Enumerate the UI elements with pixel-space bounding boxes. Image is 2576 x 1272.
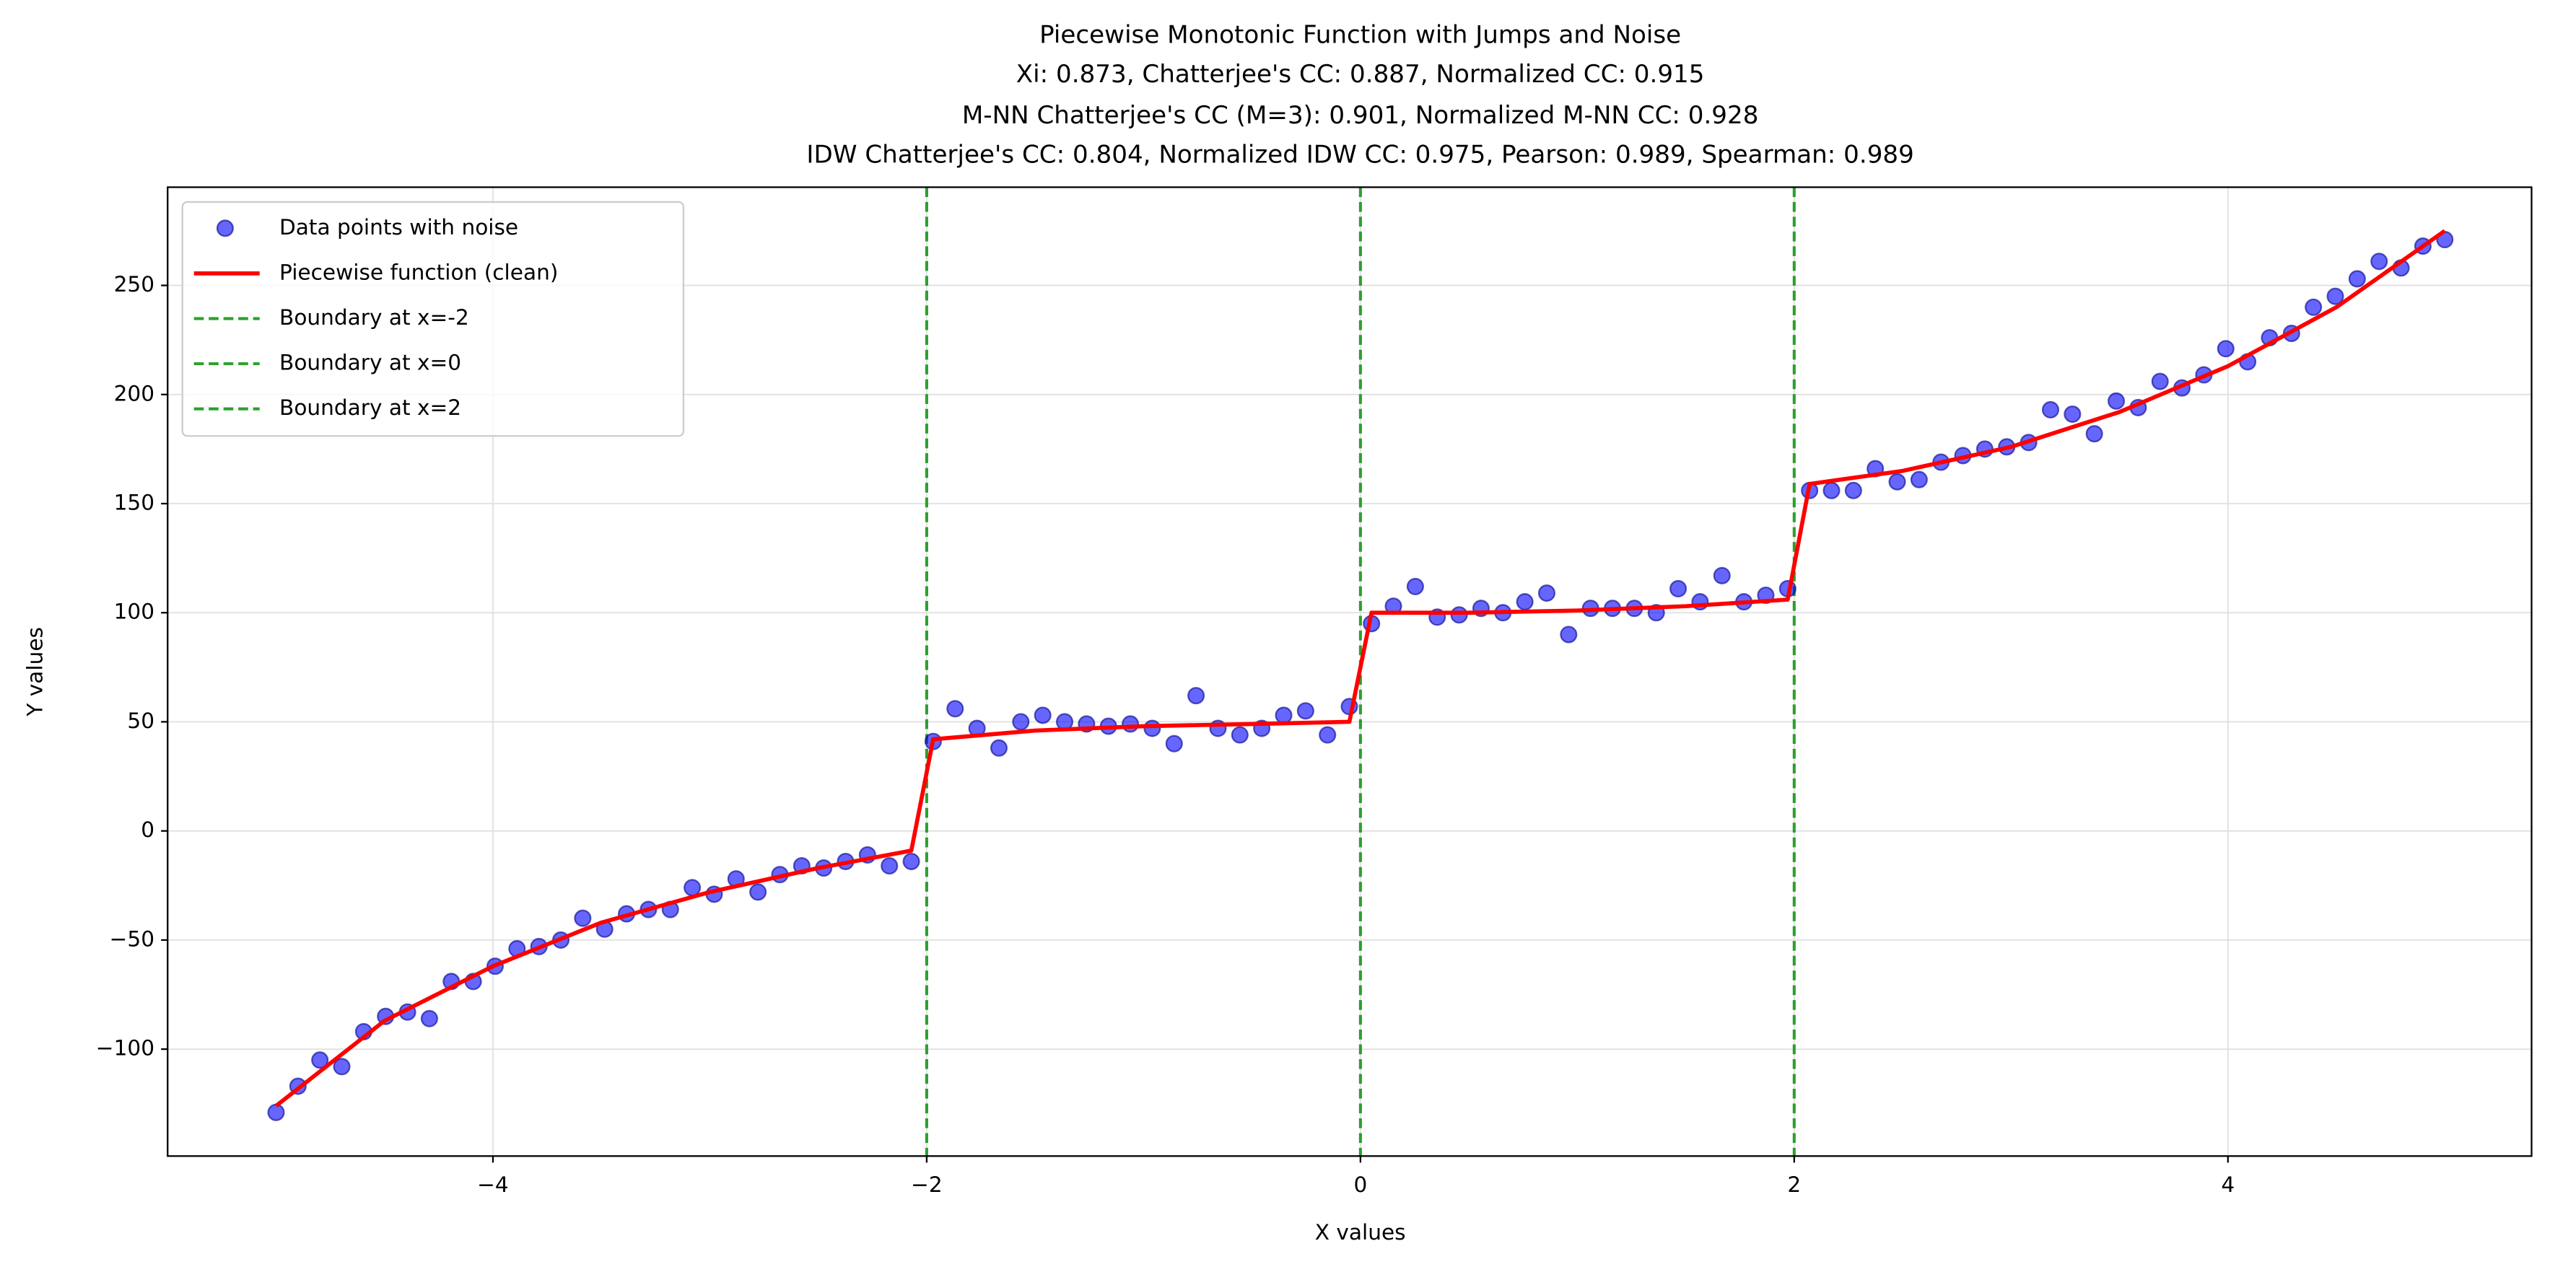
- legend-label: Data points with noise: [279, 215, 518, 240]
- data-point: [2370, 253, 2388, 271]
- data-point: [1669, 579, 1688, 598]
- y-tick-label: 200: [114, 381, 154, 405]
- y-axis-label: Y values: [23, 627, 48, 717]
- data-point: [2064, 405, 2082, 424]
- data-point: [1516, 593, 1534, 611]
- data-point: [902, 852, 920, 871]
- data-point: [1012, 713, 1030, 731]
- chart-title: Piecewise Monotonic Function with Jumps …: [1039, 21, 1681, 50]
- y-tick-label: −50: [110, 926, 154, 951]
- axes-frame: [167, 186, 2533, 1157]
- data-point: [1187, 687, 1205, 705]
- data-point: [2348, 270, 2366, 288]
- data-point: [1296, 702, 1314, 720]
- legend-label: Boundary at x=-2: [279, 305, 469, 330]
- plot-area: [267, 187, 2454, 1157]
- x-tick-label: 2: [1787, 1172, 1801, 1197]
- data-point: [1275, 706, 1293, 724]
- data-point: [2326, 287, 2344, 305]
- x-tick-label: −4: [477, 1172, 509, 1197]
- y-tick-label: −100: [96, 1036, 154, 1061]
- data-point: [684, 879, 702, 897]
- y-tick-label: 150: [114, 491, 154, 515]
- data-point: [2151, 372, 2169, 390]
- data-point: [267, 1103, 285, 1121]
- data-point: [420, 1009, 438, 1027]
- data-point: [311, 1051, 329, 1069]
- data-point: [1122, 715, 1140, 733]
- x-tick-label: −2: [911, 1172, 943, 1197]
- data-point: [2217, 340, 2235, 358]
- x-axis-label: X values: [1315, 1220, 1406, 1245]
- data-point: [946, 700, 964, 718]
- legend-box: [181, 201, 685, 437]
- data-point: [1165, 734, 1183, 753]
- legend-label: Boundary at x=2: [279, 395, 461, 420]
- legend: Data points with noise Piecewise function…: [181, 201, 685, 437]
- chart-subtitle: M-NN Chatterjee's CC (M=3): 0.901, Norma…: [962, 101, 1759, 130]
- data-point: [2085, 425, 2103, 443]
- data-point: [1560, 626, 1578, 644]
- data-point: [749, 883, 767, 901]
- data-point: [1888, 473, 1906, 491]
- data-point: [881, 857, 899, 875]
- data-point: [1537, 584, 1556, 602]
- legend-label: Boundary at x=0: [279, 351, 461, 375]
- chart-subtitle: Xi: 0.873, Chatterjee's CC: 0.887, Norma…: [1016, 60, 1705, 89]
- data-point: [1822, 481, 1841, 499]
- x-tick-label: 0: [1353, 1172, 1367, 1197]
- data-point: [574, 909, 592, 927]
- y-tick-label: 250: [114, 272, 154, 297]
- x-tick-label: 4: [2221, 1172, 2235, 1197]
- y-tick-label: 0: [141, 817, 154, 842]
- data-point: [1319, 726, 1337, 744]
- data-point: [990, 739, 1008, 757]
- line-series: [274, 229, 2446, 1107]
- ticks: −4 −2 0 2 4 −100 −50 0 50 100 150 200 250: [96, 272, 2235, 1197]
- legend-marker: [216, 219, 234, 237]
- data-point: [1910, 470, 1928, 488]
- data-point: [1844, 481, 1862, 499]
- data-point: [1406, 577, 1424, 595]
- data-point: [1231, 726, 1249, 744]
- legend-label: Piecewise function (clean): [279, 260, 558, 284]
- data-point: [2305, 298, 2323, 316]
- data-point: [1143, 719, 1161, 737]
- data-point: [1713, 566, 1731, 584]
- chart-subtitle: IDW Chatterjee's CC: 0.804, Normalized I…: [806, 141, 1913, 170]
- y-tick-label: 50: [127, 709, 154, 733]
- data-point: [2041, 400, 2060, 419]
- data-point: [1450, 606, 1468, 624]
- data-point: [2107, 392, 2126, 410]
- data-point: [1034, 706, 1052, 724]
- y-tick-label: 100: [114, 600, 154, 624]
- data-point: [333, 1058, 351, 1076]
